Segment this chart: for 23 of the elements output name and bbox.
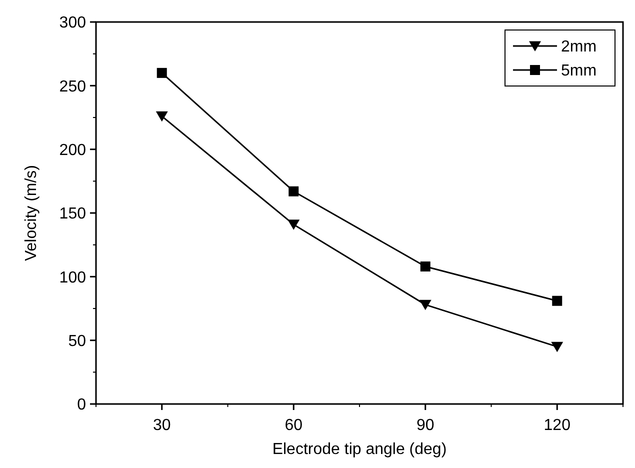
y-tick-label: 150 [59, 206, 86, 223]
legend-label: 5mm [561, 62, 597, 80]
point [551, 342, 564, 352]
x-tick-label: 30 [152, 417, 171, 434]
point [156, 111, 168, 122]
point [419, 300, 432, 310]
x-tick-label: 90 [416, 417, 434, 434]
x-axis-title: Electrode tip angle (deg) [272, 441, 447, 458]
point [420, 261, 430, 272]
point [288, 220, 300, 230]
y-tick-label: 200 [59, 142, 86, 159]
point [552, 296, 562, 306]
y-axis-title: Velocity (m/s) [23, 164, 40, 262]
x-tick-label: 120 [544, 417, 571, 434]
point [288, 186, 299, 196]
x-tick-label: 60 [284, 417, 303, 434]
point [156, 68, 167, 78]
y-tick-label: 50 [68, 332, 86, 350]
y-tick-label: 100 [59, 269, 86, 286]
y-tick-label: 0 [77, 396, 86, 414]
y-tick-label: 300 [59, 14, 86, 32]
legend-label: 2mm [561, 38, 597, 56]
y-tick-label: 250 [59, 78, 86, 96]
